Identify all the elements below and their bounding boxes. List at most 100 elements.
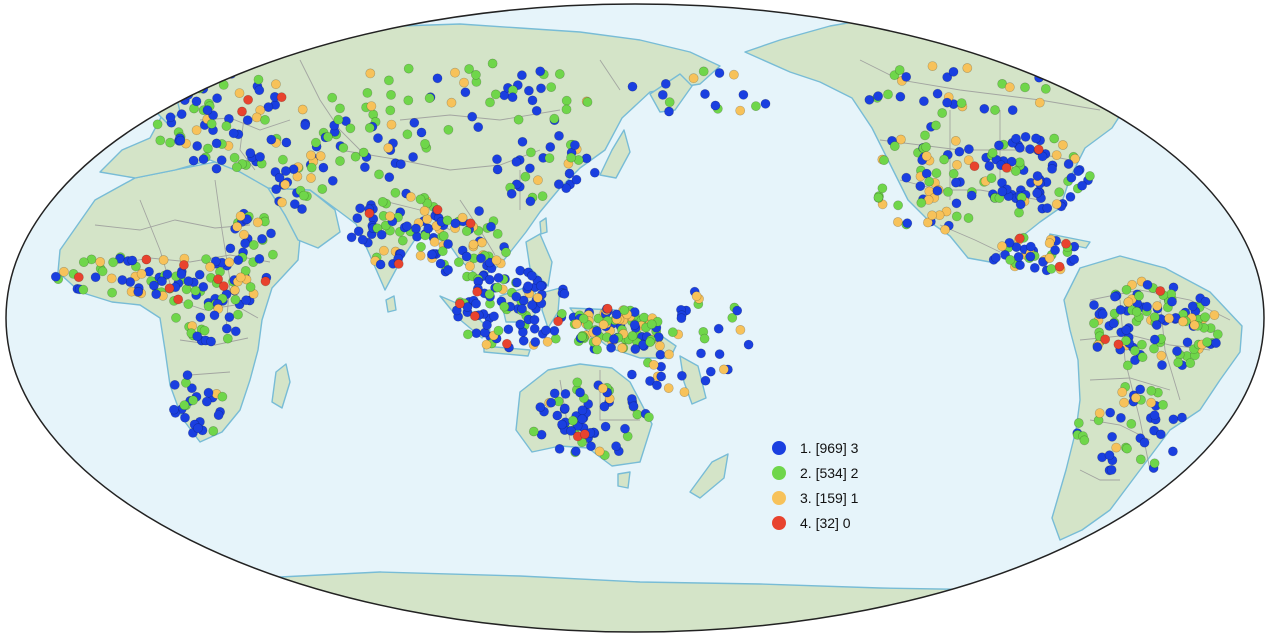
- data-point-central-america[interactable]: [1029, 262, 1040, 273]
- data-point-canada[interactable]: [942, 97, 952, 108]
- data-point-new-guinea[interactable]: [577, 331, 587, 342]
- data-point-europe[interactable]: [216, 155, 227, 166]
- data-point-northern-south-america[interactable]: [1113, 339, 1124, 350]
- data-point-east-asia[interactable]: [520, 171, 531, 182]
- data-point-mainland-southeast-asia[interactable]: [468, 239, 479, 250]
- data-point-canada[interactable]: [1007, 105, 1018, 115]
- data-point-east-africa[interactable]: [257, 233, 267, 244]
- data-point-northern-south-america[interactable]: [1149, 343, 1159, 354]
- data-point-australia[interactable]: [611, 441, 621, 452]
- data-point-maritime-southeast-asia[interactable]: [471, 298, 481, 309]
- data-point-southern-south-america[interactable]: [1146, 397, 1157, 408]
- data-point-mainland-southeast-asia[interactable]: [437, 246, 448, 257]
- data-point-east-asia[interactable]: [525, 163, 535, 174]
- data-point-siberia[interactable]: [362, 88, 373, 98]
- data-point-central-africa[interactable]: [230, 294, 241, 305]
- data-point-middle-east[interactable]: [277, 154, 288, 165]
- data-point-new-guinea[interactable]: [606, 342, 616, 353]
- data-point-northern-south-america[interactable]: [1173, 357, 1184, 368]
- data-point-northern-south-america[interactable]: [1115, 304, 1126, 315]
- data-point-pacific-islands[interactable]: [648, 359, 659, 370]
- data-point-east-africa[interactable]: [248, 240, 259, 250]
- data-point-canada[interactable]: [919, 96, 929, 107]
- data-point-northern-south-america[interactable]: [1200, 296, 1211, 307]
- data-point-pacific-islands[interactable]: [700, 375, 711, 386]
- data-point-east-asia[interactable]: [537, 191, 548, 201]
- data-point-west-africa[interactable]: [178, 260, 189, 270]
- data-point-mainland-southeast-asia[interactable]: [457, 212, 468, 223]
- data-point-far-east-russia[interactable]: [735, 105, 746, 116]
- data-point-central-africa[interactable]: [233, 309, 243, 320]
- data-point-central-africa[interactable]: [199, 325, 210, 336]
- data-point-east-asia[interactable]: [570, 140, 580, 150]
- data-point-australia[interactable]: [577, 405, 588, 416]
- data-point-west-africa[interactable]: [90, 272, 101, 283]
- data-point-pacific-islands[interactable]: [705, 366, 716, 377]
- data-point-northern-south-america[interactable]: [1137, 339, 1147, 350]
- data-point-east-asia[interactable]: [581, 153, 592, 164]
- data-point-europe[interactable]: [263, 102, 274, 112]
- data-point-maritime-southeast-asia[interactable]: [481, 339, 492, 350]
- data-point-siberia[interactable]: [327, 92, 338, 103]
- data-point-east-asia[interactable]: [554, 130, 564, 141]
- data-point-australia[interactable]: [586, 441, 596, 452]
- data-point-pacific-islands[interactable]: [743, 339, 754, 350]
- data-point-maritime-southeast-asia[interactable]: [529, 323, 540, 334]
- data-point-central-america[interactable]: [1015, 260, 1025, 270]
- data-point-central-asia[interactable]: [409, 117, 420, 128]
- data-point-far-east-russia[interactable]: [751, 101, 761, 111]
- data-point-pacific-islands[interactable]: [655, 340, 665, 351]
- data-point-southern-south-america[interactable]: [1155, 429, 1166, 440]
- data-point-pacific-islands[interactable]: [727, 312, 738, 323]
- data-point-australia[interactable]: [552, 410, 563, 421]
- data-point-siberia[interactable]: [366, 101, 377, 111]
- data-point-central-asia[interactable]: [384, 172, 395, 183]
- data-point-south-asia[interactable]: [364, 208, 375, 219]
- data-point-western-north-america[interactable]: [920, 130, 930, 141]
- data-point-east-africa[interactable]: [267, 249, 278, 260]
- data-point-australia[interactable]: [599, 401, 610, 412]
- data-point-mainland-southeast-asia[interactable]: [429, 236, 440, 247]
- data-point-canada[interactable]: [990, 105, 1000, 115]
- data-point-maritime-southeast-asia[interactable]: [553, 316, 563, 327]
- data-point-western-north-america[interactable]: [951, 211, 962, 222]
- data-point-central-asia[interactable]: [374, 169, 384, 180]
- data-point-australia[interactable]: [546, 397, 556, 408]
- data-point-southern-africa[interactable]: [168, 404, 179, 415]
- data-point-europe[interactable]: [148, 102, 159, 113]
- data-point-siberia[interactable]: [403, 63, 414, 74]
- data-point-east-asia[interactable]: [566, 152, 576, 163]
- data-point-new-guinea[interactable]: [646, 319, 657, 330]
- data-point-central-america[interactable]: [1044, 238, 1055, 248]
- data-point-mainland-southeast-asia[interactable]: [461, 226, 472, 236]
- data-point-northern-south-america[interactable]: [1122, 360, 1133, 371]
- data-point-middle-east[interactable]: [306, 162, 317, 173]
- data-point-europe[interactable]: [297, 104, 308, 115]
- data-point-central-africa[interactable]: [222, 333, 233, 344]
- data-point-europe[interactable]: [234, 88, 245, 98]
- data-point-europe[interactable]: [156, 88, 166, 98]
- data-point-northern-south-america[interactable]: [1155, 286, 1166, 296]
- data-point-southern-south-america[interactable]: [1130, 392, 1141, 403]
- data-point-canada[interactable]: [1040, 84, 1051, 94]
- data-point-south-asia[interactable]: [378, 245, 389, 256]
- data-point-siberia[interactable]: [490, 89, 501, 100]
- data-point-southern-south-america[interactable]: [1149, 410, 1160, 421]
- data-point-australia[interactable]: [575, 387, 585, 398]
- data-point-central-america[interactable]: [997, 241, 1007, 252]
- data-point-middle-east[interactable]: [276, 197, 287, 208]
- data-point-northern-south-america[interactable]: [1142, 279, 1153, 290]
- data-point-maritime-southeast-asia[interactable]: [503, 324, 514, 335]
- data-point-canada[interactable]: [979, 103, 990, 114]
- data-point-siberia[interactable]: [464, 64, 474, 74]
- data-point-west-africa[interactable]: [127, 255, 138, 266]
- data-point-southern-south-america[interactable]: [1106, 464, 1117, 475]
- data-point-siberia[interactable]: [536, 83, 546, 94]
- data-point-maritime-southeast-asia[interactable]: [512, 277, 522, 288]
- data-point-europe[interactable]: [189, 63, 200, 74]
- data-point-siberia[interactable]: [383, 75, 394, 86]
- data-point-east-africa[interactable]: [233, 255, 244, 265]
- data-point-southern-africa[interactable]: [179, 400, 190, 411]
